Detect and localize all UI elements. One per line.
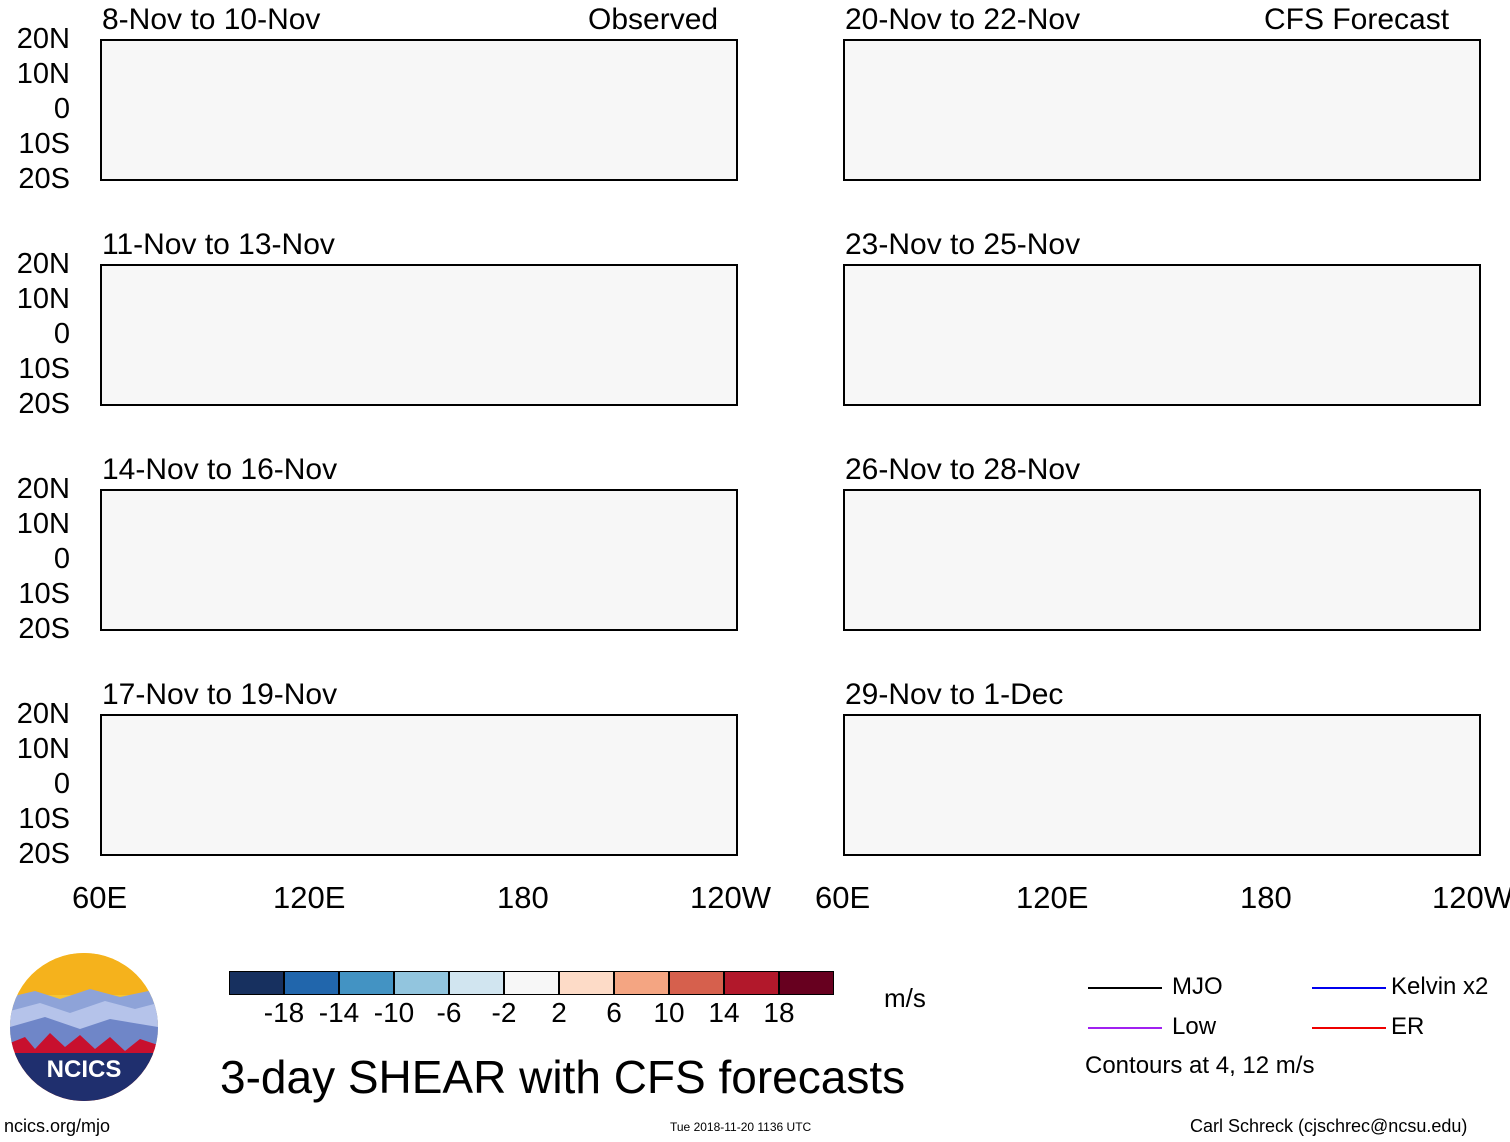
lat-label: 20N xyxy=(16,248,70,280)
lon-label-120e-right: 120E xyxy=(1016,880,1089,915)
footer-author: Carl Schreck (cjschrec@ncsu.edu) xyxy=(1190,1116,1468,1136)
lat-axis-row-2: 20N 10N 0 10S 20S xyxy=(0,250,74,420)
panel-title-1: 8-Nov to 10-Nov xyxy=(102,3,321,36)
lat-label: 10N xyxy=(16,733,70,765)
colorbar-swatch xyxy=(394,971,449,995)
colorbar-tick: 18 xyxy=(763,997,795,1028)
colorbar-tick: 6 xyxy=(606,997,622,1028)
map-panel-2 xyxy=(843,39,1481,181)
lon-label-60e-left: 60E xyxy=(72,880,128,915)
lat-label: 20S xyxy=(18,613,70,645)
colorbar-tick: -10 xyxy=(373,997,415,1028)
colorbar-tick: -18 xyxy=(263,997,305,1028)
lat-label: 10S xyxy=(18,128,70,160)
panel-title-3: 11-Nov to 13-Nov xyxy=(102,228,335,261)
colorbar-swatch xyxy=(669,971,724,995)
map-panel-1 xyxy=(100,39,738,181)
lat-label: 10N xyxy=(16,508,70,540)
lat-label: 0 xyxy=(53,93,70,125)
legend-label-low: Low xyxy=(1172,1013,1217,1040)
lat-axis-row-4: 20N 10N 0 10S 20S xyxy=(0,700,74,870)
panel-title-4: 23-Nov to 25-Nov xyxy=(845,228,1081,261)
lat-label: 0 xyxy=(53,543,70,575)
legend-label-mjo: MJO xyxy=(1172,973,1223,1000)
panel-title-2: 20-Nov to 22-Nov xyxy=(845,3,1081,36)
lat-label: 20N xyxy=(16,473,70,505)
lat-label: 10S xyxy=(18,353,70,385)
colorbar-swatch xyxy=(559,971,614,995)
colorbar-swatch xyxy=(449,971,504,995)
colorbar-tick: 10 xyxy=(653,997,685,1028)
lat-label: 10S xyxy=(18,803,70,835)
lon-label-120w-right: 120W xyxy=(1432,880,1510,915)
colorbar-swatch xyxy=(724,971,779,995)
ncics-logo-text: NCICS xyxy=(47,1056,122,1083)
legend-line-low xyxy=(1088,1027,1162,1029)
colorbar-swatch xyxy=(614,971,669,995)
map-panel-4 xyxy=(843,264,1481,406)
panel-title-5: 14-Nov to 16-Nov xyxy=(102,453,338,486)
map-panel-7 xyxy=(100,714,738,856)
lat-axis-row-3: 20N 10N 0 10S 20S xyxy=(0,475,74,645)
colorbar-swatch xyxy=(284,971,339,995)
lon-label-120w-left: 120W xyxy=(690,880,771,915)
colorbar-tick: 14 xyxy=(708,997,740,1028)
lat-axis-row-1: 20N 10N 0 10S 20S xyxy=(0,25,74,195)
colorbar-tick: -2 xyxy=(491,997,517,1028)
colorbar-swatch xyxy=(339,971,394,995)
map-panel-5 xyxy=(100,489,738,631)
legend-label-kelvin: Kelvin x2 xyxy=(1391,973,1489,1000)
map-panel-8 xyxy=(843,714,1481,856)
lat-label: 20S xyxy=(18,388,70,420)
panel-label-cfs: CFS Forecast xyxy=(1264,3,1450,36)
map-panel-6 xyxy=(843,489,1481,631)
lat-label: 10S xyxy=(18,578,70,610)
legend-line-kelvin xyxy=(1312,987,1386,989)
colorbar-tick: -6 xyxy=(436,997,462,1028)
lat-label: 20N xyxy=(16,23,70,55)
legend-line-er xyxy=(1312,1027,1386,1029)
lon-label-120e-left: 120E xyxy=(273,880,346,915)
colorbar-tick: 2 xyxy=(551,997,567,1028)
panel-title-7: 17-Nov to 19-Nov xyxy=(102,678,338,711)
colorbar-tick: -14 xyxy=(318,997,360,1028)
lon-label-180-left: 180 xyxy=(497,880,549,915)
map-panel-3 xyxy=(100,264,738,406)
lat-label: 20N xyxy=(16,698,70,730)
colorbar-swatch xyxy=(504,971,559,995)
panel-title-8: 29-Nov to 1-Dec xyxy=(845,678,1064,711)
panel-title-6: 26-Nov to 28-Nov xyxy=(845,453,1081,486)
colorbar-ticks: -18 -14 -10 -6 -2 2 6 10 14 18 xyxy=(229,999,835,1029)
lat-label: 20S xyxy=(18,838,70,870)
footer-url[interactable]: ncics.org/mjo xyxy=(4,1116,111,1136)
lat-label: 0 xyxy=(53,318,70,350)
colorbar-units: m/s xyxy=(884,983,926,1013)
colorbar-swatch xyxy=(779,971,834,995)
lat-label: 0 xyxy=(53,768,70,800)
lat-label: 10N xyxy=(16,58,70,90)
lat-label: 20S xyxy=(18,163,70,195)
main-title: 3-day SHEAR with CFS forecasts xyxy=(220,1051,906,1103)
ncics-logo: NCICS xyxy=(10,953,158,1101)
panel-label-observed: Observed xyxy=(588,3,719,36)
colorbar: -18 -14 -10 -6 -2 2 6 10 14 18 xyxy=(229,971,835,1031)
footer-timestamp: Tue 2018-11-20 1136 UTC xyxy=(670,1120,812,1134)
lon-label-60e-right: 60E xyxy=(815,880,871,915)
legend-note: Contours at 4, 12 m/s xyxy=(1085,1052,1315,1079)
legend-line-mjo xyxy=(1088,987,1162,989)
legend-label-er: ER xyxy=(1391,1013,1425,1040)
lon-label-180-right: 180 xyxy=(1240,880,1292,915)
colorbar-swatch xyxy=(229,971,284,995)
legend: MJO Kelvin x2 Low ER Contours at 4, 12 m… xyxy=(1085,970,1505,1085)
lat-label: 10N xyxy=(16,283,70,315)
